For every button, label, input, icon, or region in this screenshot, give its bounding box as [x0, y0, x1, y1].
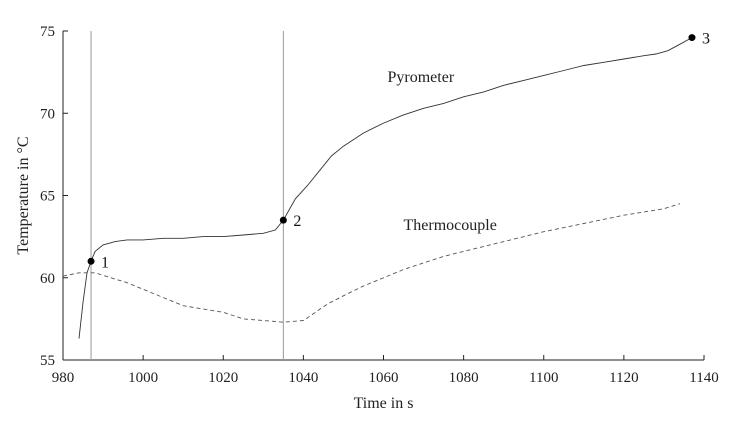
series-lines [62, 37, 693, 339]
x-tick-label: 1140 [689, 370, 718, 386]
point-label: 1 [101, 254, 109, 271]
pyrometer-line [78, 37, 693, 339]
y-axis-label: Temperature in °C [15, 136, 32, 254]
marked-points: 1 2 3 [87, 31, 710, 271]
x-axis-label: Time in s [354, 395, 414, 412]
point-label: 3 [702, 31, 710, 48]
point-marker [688, 34, 696, 42]
x-tick-label: 1040 [288, 370, 318, 386]
y-tick-label: 60 [40, 271, 55, 287]
x-tick-label: 1080 [449, 370, 479, 386]
series-annotations: Pyrometer Thermocouple [388, 69, 497, 234]
series-annotation: Thermocouple [404, 217, 497, 234]
point-marker [87, 257, 95, 265]
point-label: 2 [293, 213, 301, 230]
axes: 980 1000 1020 1040 1060 1080 1100 1120 1140 55 60 6… [40, 24, 719, 386]
x-tick-label: 1000 [128, 370, 158, 386]
x-tick-label: 1100 [529, 370, 558, 386]
y-tick-label: 55 [40, 353, 55, 369]
y-tick-label: 70 [40, 106, 55, 122]
y-tick-label: 65 [40, 189, 55, 205]
x-tick-label: 980 [52, 370, 75, 386]
point-marker [279, 216, 287, 224]
x-tick-label: 1060 [369, 370, 399, 386]
series-annotation: Pyrometer [388, 69, 455, 86]
marker-lines [90, 31, 284, 360]
y-tick-label: 75 [40, 24, 55, 40]
thermocouple-line [62, 203, 681, 323]
x-tick-label: 1120 [609, 370, 638, 386]
x-tick-label: 1020 [208, 370, 238, 386]
